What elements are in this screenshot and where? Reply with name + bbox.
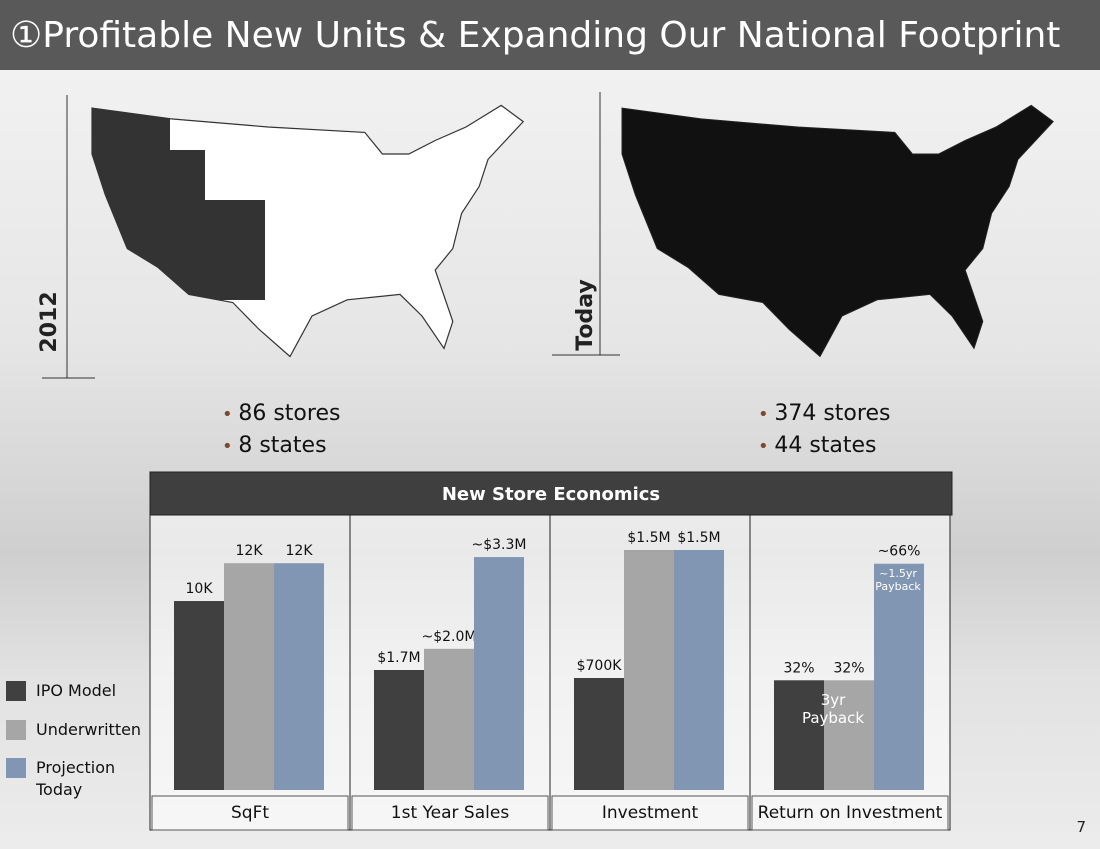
bullet: 374 stores: [758, 398, 890, 430]
x-label: 1st Year Sales: [391, 803, 510, 823]
x-label-box: [351, 795, 549, 831]
value-label: $1.5M: [627, 530, 670, 546]
x-label-box: [551, 795, 749, 831]
x-label: Investment: [602, 803, 699, 823]
bar: [374, 670, 424, 790]
x-label-box: [751, 795, 949, 831]
value-label: 32%: [783, 660, 814, 676]
legend-label: IPO Model: [36, 681, 117, 700]
map-label: 2012: [37, 291, 62, 352]
value-label: ~$3.3M: [472, 537, 527, 553]
bar: [874, 563, 924, 790]
value-label: ~$2.0M: [422, 629, 477, 645]
bullet: 86 stores: [222, 398, 340, 430]
annotation: Payback: [875, 580, 921, 593]
bar: [674, 550, 724, 790]
economics-title: New Store Economics: [442, 484, 660, 505]
value-label: 12K: [286, 543, 314, 559]
value-label: $700K: [577, 658, 623, 674]
bar: [474, 557, 524, 790]
legend-swatch: [6, 720, 26, 740]
slide-title: ①Profitable New Units & Expanding Our Na…: [0, 0, 1100, 70]
bar: [274, 563, 324, 790]
bullets-2012: 86 stores 8 states: [222, 398, 340, 462]
bar: [224, 563, 274, 790]
value-label: $1.5M: [677, 530, 720, 546]
bar: [824, 680, 874, 790]
annotation: Payback: [802, 709, 864, 727]
map-today: [621, 104, 1054, 358]
x-label: SqFt: [231, 803, 269, 823]
bar: [424, 648, 474, 790]
bullet: 44 states: [758, 430, 890, 462]
bar: [774, 680, 824, 790]
legend-swatch: [6, 758, 26, 778]
bar: [174, 601, 224, 790]
bar: [624, 550, 674, 790]
value-label: 12K: [236, 543, 264, 559]
map-label: Today: [573, 279, 598, 350]
x-label-box: [151, 795, 349, 831]
annotation: 3yr: [821, 691, 846, 709]
annotation: ~1.5yr: [879, 567, 917, 580]
value-label: $1.7M: [377, 650, 420, 666]
x-label: Return on Investment: [758, 803, 943, 823]
value-label: 10K: [186, 581, 214, 597]
value-label: 32%: [833, 660, 864, 676]
value-label: ~66%: [878, 544, 921, 560]
economics-header: [149, 471, 953, 516]
bullet: 8 states: [222, 430, 340, 462]
bar: [574, 678, 624, 790]
bullets-today: 374 stores 44 states: [758, 398, 890, 462]
legend-swatch: [6, 681, 26, 701]
legend-label: Underwritten: [36, 720, 142, 739]
page-number: 7: [1076, 818, 1086, 836]
legend-label: Projection Today: [36, 758, 116, 799]
